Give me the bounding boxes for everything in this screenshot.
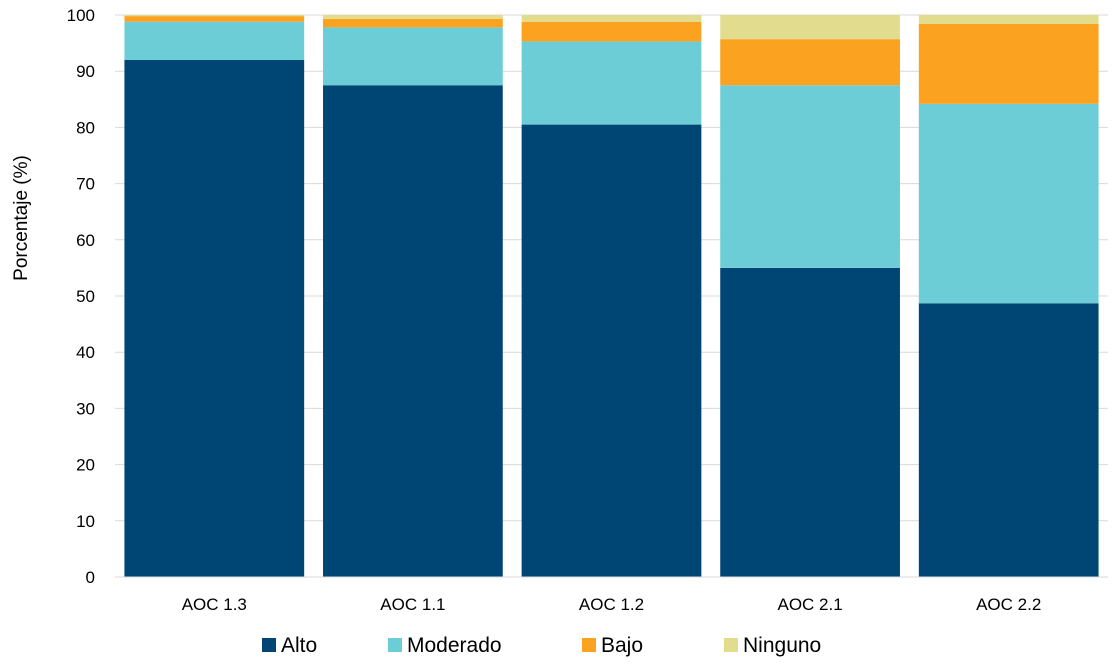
y-tick-label: 50 [76, 287, 95, 306]
bar-segment-alto [124, 59, 305, 577]
y-tick-label: 100 [67, 6, 95, 25]
bar-segment-bajo [521, 21, 702, 42]
bar-segment-bajo [720, 39, 900, 86]
bar-segment-moderado [521, 41, 702, 125]
x-tick-label: AOC 1.3 [182, 595, 247, 614]
bar-segment-bajo [918, 23, 1099, 104]
bar-segment-ninguno [521, 15, 702, 22]
bar-segment-ninguno [124, 15, 305, 17]
bar-segment-moderado [323, 27, 503, 86]
bar-segment-ninguno [720, 15, 900, 40]
x-tick-label: AOC 1.1 [380, 595, 445, 614]
y-tick-label: 80 [76, 118, 95, 137]
y-tick-label: 30 [76, 399, 95, 418]
y-tick-label: 10 [76, 512, 95, 531]
bar-segment-alto [323, 85, 503, 577]
bar-segment-moderado [720, 85, 900, 268]
bars [124, 15, 1099, 577]
legend-swatch-alto [262, 638, 276, 652]
y-tick-label: 20 [76, 456, 95, 475]
axes: 0 10 20 30 40 50 60 70 80 90 100 AOC 1.3 AOC 1.1 AOC … [67, 6, 1108, 614]
x-tick-label: AOC 2.2 [976, 595, 1041, 614]
bar-segment-ninguno [323, 15, 503, 19]
bar-segment-moderado [918, 103, 1099, 304]
bar-segment-ninguno [918, 15, 1099, 24]
legend-label-bajo: Bajo [601, 634, 643, 657]
y-tick-label: 0 [86, 568, 95, 587]
bar-segment-alto [918, 303, 1099, 577]
x-tick-label: AOC 2.1 [777, 595, 842, 614]
legend-swatch-moderado [388, 638, 402, 652]
bar-segment-moderado [124, 21, 305, 60]
legend-swatch-bajo [582, 638, 596, 652]
legend: Alto Moderado Bajo Ninguno [262, 634, 821, 657]
bar-segment-alto [521, 124, 702, 577]
x-tick-label: AOC 1.2 [579, 595, 644, 614]
y-tick-label: 90 [76, 62, 95, 81]
bar-segment-bajo [124, 16, 305, 22]
legend-label-moderado: Moderado [407, 634, 502, 657]
y-tick-label: 60 [76, 231, 95, 250]
legend-label-ninguno: Ninguno [743, 634, 821, 657]
y-axis-title: Porcentaje (%) [11, 155, 32, 281]
bar-segment-alto [720, 267, 900, 577]
bar-segment-bajo [323, 18, 503, 28]
legend-label-alto: Alto [281, 634, 317, 657]
legend-swatch-ninguno [724, 638, 738, 652]
y-tick-label: 70 [76, 175, 95, 194]
y-tick-label: 40 [76, 343, 95, 362]
